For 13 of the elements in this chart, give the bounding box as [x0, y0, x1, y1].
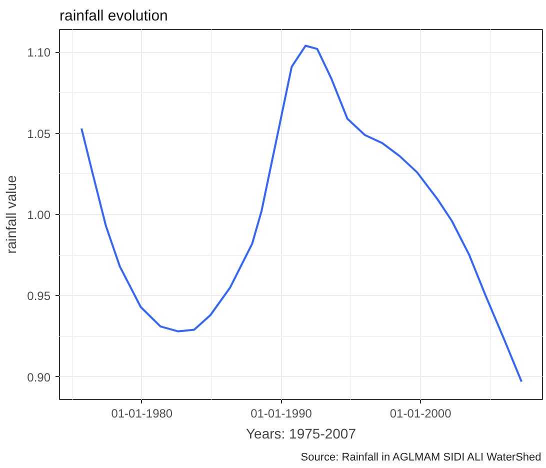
- y-tick-label: 0.90: [27, 370, 51, 384]
- y-tick-label: 1.05: [27, 126, 51, 141]
- source-note: Source: Rainfall in AGLMAM SIDI ALI WaterShed: [300, 452, 542, 464]
- x-tick-label: 01-01-1990: [250, 406, 312, 420]
- x-tick-label: 01-01-2000: [390, 406, 452, 420]
- y-axis-title: rainfall value: [3, 174, 20, 254]
- x-axis-title: Years: 1975-2007: [246, 426, 356, 442]
- y-tick-label: 0.95: [27, 289, 51, 304]
- line-series: [80, 44, 523, 383]
- y-tick-label: 1.00: [27, 208, 51, 222]
- x-tick-label: 01-01-1980: [111, 406, 173, 420]
- chart-title: rainfall evolution: [60, 8, 168, 24]
- y-tick-label: 1.10: [27, 46, 51, 60]
